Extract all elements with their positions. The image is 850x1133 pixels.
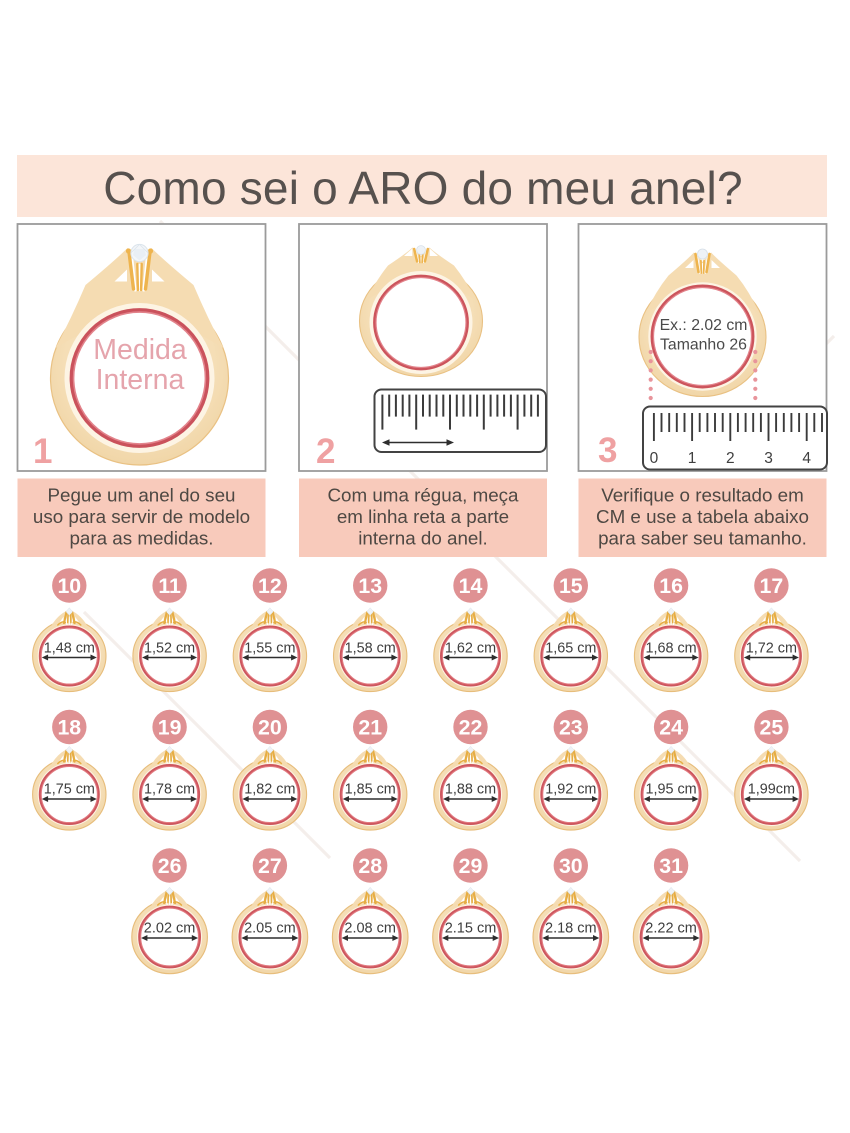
svg-text:1,68 cm: 1,68 cm xyxy=(645,641,696,657)
svg-text:1,75 cm: 1,75 cm xyxy=(44,782,95,798)
svg-text:4: 4 xyxy=(802,450,811,467)
svg-text:14: 14 xyxy=(459,574,483,598)
svg-text:1,52 cm: 1,52 cm xyxy=(144,641,195,657)
svg-text:Medida: Medida xyxy=(93,334,187,366)
svg-text:2.05 cm: 2.05 cm xyxy=(244,921,296,937)
svg-text:20: 20 xyxy=(258,715,282,739)
svg-text:26: 26 xyxy=(158,854,182,878)
svg-text:1,82 cm: 1,82 cm xyxy=(244,782,295,798)
svg-text:17: 17 xyxy=(760,574,784,598)
svg-text:1,99cm: 1,99cm xyxy=(748,782,795,798)
svg-text:30: 30 xyxy=(559,854,583,878)
svg-text:Verifique o resultado em: Verifique o resultado em xyxy=(601,485,804,506)
svg-text:1,58 cm: 1,58 cm xyxy=(345,641,396,657)
svg-text:19: 19 xyxy=(158,715,182,739)
svg-text:1: 1 xyxy=(33,432,52,471)
svg-text:Como sei o ARO do meu anel?: Como sei o ARO do meu anel? xyxy=(103,162,743,214)
svg-text:1,72 cm: 1,72 cm xyxy=(746,641,797,657)
svg-text:em linha reta a parte: em linha reta a parte xyxy=(337,506,509,527)
svg-text:1,85 cm: 1,85 cm xyxy=(345,782,396,798)
svg-text:24: 24 xyxy=(659,715,683,739)
svg-text:Pegue um anel do seu: Pegue um anel do seu xyxy=(48,485,236,506)
svg-text:28: 28 xyxy=(358,854,382,878)
svg-text:3: 3 xyxy=(764,450,773,467)
svg-text:2.18 cm: 2.18 cm xyxy=(545,921,597,937)
svg-text:Interna: Interna xyxy=(96,364,185,396)
svg-text:22: 22 xyxy=(459,715,483,739)
svg-text:2: 2 xyxy=(316,432,335,471)
svg-text:1,55 cm: 1,55 cm xyxy=(244,641,295,657)
svg-text:16: 16 xyxy=(659,574,683,598)
svg-text:18: 18 xyxy=(57,715,81,739)
svg-text:10: 10 xyxy=(57,574,81,598)
svg-text:CM e use a tabela abaixo: CM e use a tabela abaixo xyxy=(596,506,809,527)
svg-text:2: 2 xyxy=(726,450,735,467)
svg-text:1,88 cm: 1,88 cm xyxy=(445,782,496,798)
svg-text:2.22 cm: 2.22 cm xyxy=(645,921,697,937)
svg-text:29: 29 xyxy=(459,854,483,878)
svg-text:3: 3 xyxy=(598,431,617,470)
svg-text:para as medidas.: para as medidas. xyxy=(69,528,213,549)
svg-text:1,78 cm: 1,78 cm xyxy=(144,782,195,798)
svg-text:2.02 cm: 2.02 cm xyxy=(144,921,196,937)
svg-text:13: 13 xyxy=(358,574,382,598)
svg-text:2.08 cm: 2.08 cm xyxy=(344,921,396,937)
svg-text:1: 1 xyxy=(688,450,697,467)
svg-text:21: 21 xyxy=(358,715,382,739)
svg-text:Com uma régua, meça: Com uma régua, meça xyxy=(327,485,519,506)
svg-text:Tamanho 26: Tamanho 26 xyxy=(660,337,747,354)
svg-text:2.15 cm: 2.15 cm xyxy=(445,921,497,937)
svg-text:Ex.: 2.02 cm: Ex.: 2.02 cm xyxy=(660,317,748,334)
svg-text:12: 12 xyxy=(258,574,282,598)
svg-text:uso para servir de modelo: uso para servir de modelo xyxy=(33,506,250,527)
svg-text:0: 0 xyxy=(650,450,659,467)
svg-text:para saber seu tamanho.: para saber seu tamanho. xyxy=(598,528,807,549)
svg-text:15: 15 xyxy=(559,574,583,598)
svg-text:27: 27 xyxy=(258,854,282,878)
svg-text:1,65 cm: 1,65 cm xyxy=(545,641,596,657)
svg-text:1,95 cm: 1,95 cm xyxy=(645,782,696,798)
svg-text:1,48 cm: 1,48 cm xyxy=(44,641,95,657)
svg-text:1,92 cm: 1,92 cm xyxy=(545,782,596,798)
svg-text:11: 11 xyxy=(158,574,181,598)
svg-text:25: 25 xyxy=(760,715,784,739)
svg-text:interna do anel.: interna do anel. xyxy=(358,528,487,549)
svg-text:1,62 cm: 1,62 cm xyxy=(445,641,496,657)
svg-text:31: 31 xyxy=(659,854,683,878)
svg-text:23: 23 xyxy=(559,715,583,739)
